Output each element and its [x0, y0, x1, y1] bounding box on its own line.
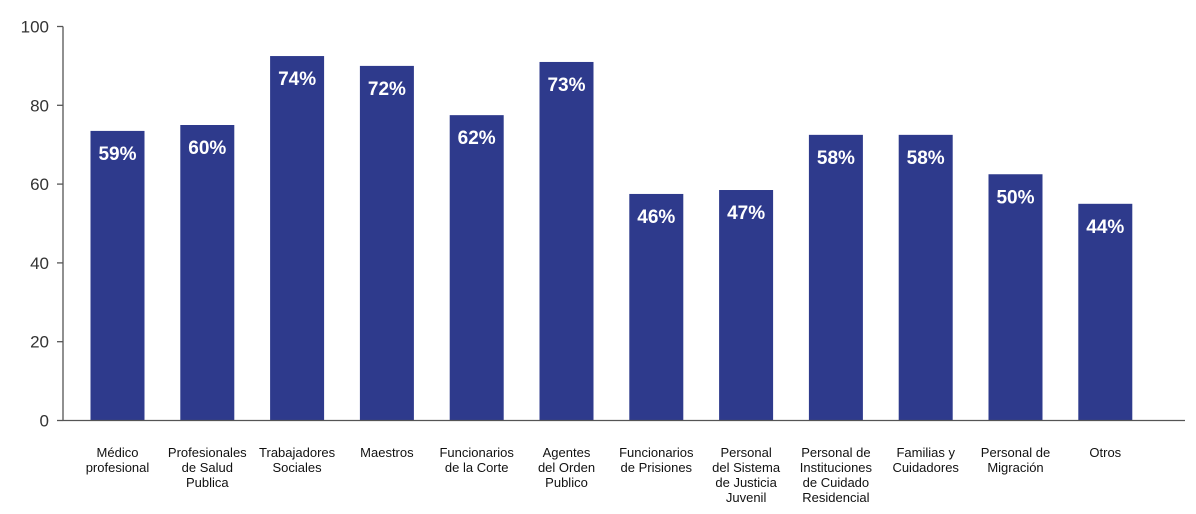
category-label: Profesionales de Salud Publica: [168, 445, 247, 490]
category-label-line: Publica: [186, 475, 229, 490]
category-label: Personal de Migración: [981, 445, 1050, 475]
category-label-line: profesional: [86, 460, 150, 475]
y-tick-label: 0: [40, 412, 49, 431]
data-label: 58%: [907, 148, 945, 169]
category-label: Médico profesional: [86, 445, 150, 475]
bar: [90, 130, 145, 421]
category-label-line: Sociales: [273, 460, 323, 475]
category-label-line: Residencial: [802, 490, 869, 505]
bar: [1078, 203, 1133, 421]
data-label: 58%: [817, 148, 855, 169]
category-label-line: Migración: [987, 460, 1043, 475]
category-label: Trabajadores Sociales: [259, 445, 336, 475]
category-label-line: Funcionarios: [619, 445, 694, 460]
bars: 59% 60% 74% 72% 62% 73% 46% 47% 58% 58% 50% 44%: [90, 56, 1133, 421]
category-label-line: Agentes: [543, 445, 591, 460]
category-label-line: del Sistema: [712, 460, 781, 475]
y-axis: 0 20 40 60 80 100: [21, 18, 64, 431]
category-label-line: Publico: [545, 475, 588, 490]
data-label: 47%: [727, 203, 765, 224]
category-label: Funcionarios de Prisiones: [619, 445, 694, 475]
y-tick-label: 40: [30, 254, 49, 273]
data-label: 59%: [98, 144, 136, 165]
data-label: 50%: [996, 187, 1034, 208]
category-label: Personal de Instituciones de Cuidado Reside…: [800, 445, 873, 505]
category-label-line: Cuidadores: [892, 460, 959, 475]
category-label: Funcionarios de la Corte: [439, 445, 514, 475]
data-label: 62%: [458, 128, 496, 149]
y-tick-label: 60: [30, 175, 49, 194]
category-label-line: Personal de: [981, 445, 1050, 460]
bar: [898, 134, 953, 421]
bar: [449, 115, 504, 421]
data-label: 73%: [547, 75, 585, 96]
data-label: 74%: [278, 69, 316, 90]
category-label: Maestros: [360, 445, 414, 460]
category-label-line: Profesionales: [168, 445, 247, 460]
bar: [270, 56, 325, 421]
category-label-line: Familias y: [896, 445, 955, 460]
category-label-line: Personal de: [801, 445, 870, 460]
y-tick-label: 80: [30, 96, 49, 115]
data-label: 46%: [637, 207, 675, 228]
category-label: Otros: [1089, 445, 1121, 460]
category-label: Agentes del Orden Publico: [538, 445, 595, 490]
y-tick-label: 20: [30, 333, 49, 352]
bar: [180, 125, 235, 421]
category-label-line: de Justicia: [715, 475, 777, 490]
category-label-line: Médico: [97, 445, 139, 460]
category-label-line: Instituciones: [800, 460, 873, 475]
category-label-line: Funcionarios: [439, 445, 514, 460]
bar: [359, 65, 414, 421]
bar: [539, 61, 594, 421]
category-label-line: de Prisiones: [621, 460, 693, 475]
data-label: 60%: [188, 138, 226, 159]
bar: [988, 174, 1043, 421]
category-label-line: Juvenil: [726, 490, 767, 505]
y-tick-label: 100: [21, 18, 49, 37]
category-label-line: Otros: [1089, 445, 1121, 460]
category-label-line: Trabajadores: [259, 445, 336, 460]
category-label-line: Maestros: [360, 445, 414, 460]
category-label: Personal del Sistema de Justicia Juvenil: [712, 445, 781, 505]
category-label: Familias y Cuidadores: [892, 445, 959, 475]
category-label-line: del Orden: [538, 460, 595, 475]
bar: [629, 193, 684, 421]
category-label-line: de la Corte: [445, 460, 509, 475]
category-label-line: de Cuidado: [803, 475, 870, 490]
bar: [719, 190, 774, 421]
data-label: 72%: [368, 79, 406, 100]
category-label-line: Personal: [720, 445, 771, 460]
data-label: 44%: [1086, 217, 1124, 238]
bar: [808, 134, 863, 421]
category-label-line: de Salud: [182, 460, 233, 475]
